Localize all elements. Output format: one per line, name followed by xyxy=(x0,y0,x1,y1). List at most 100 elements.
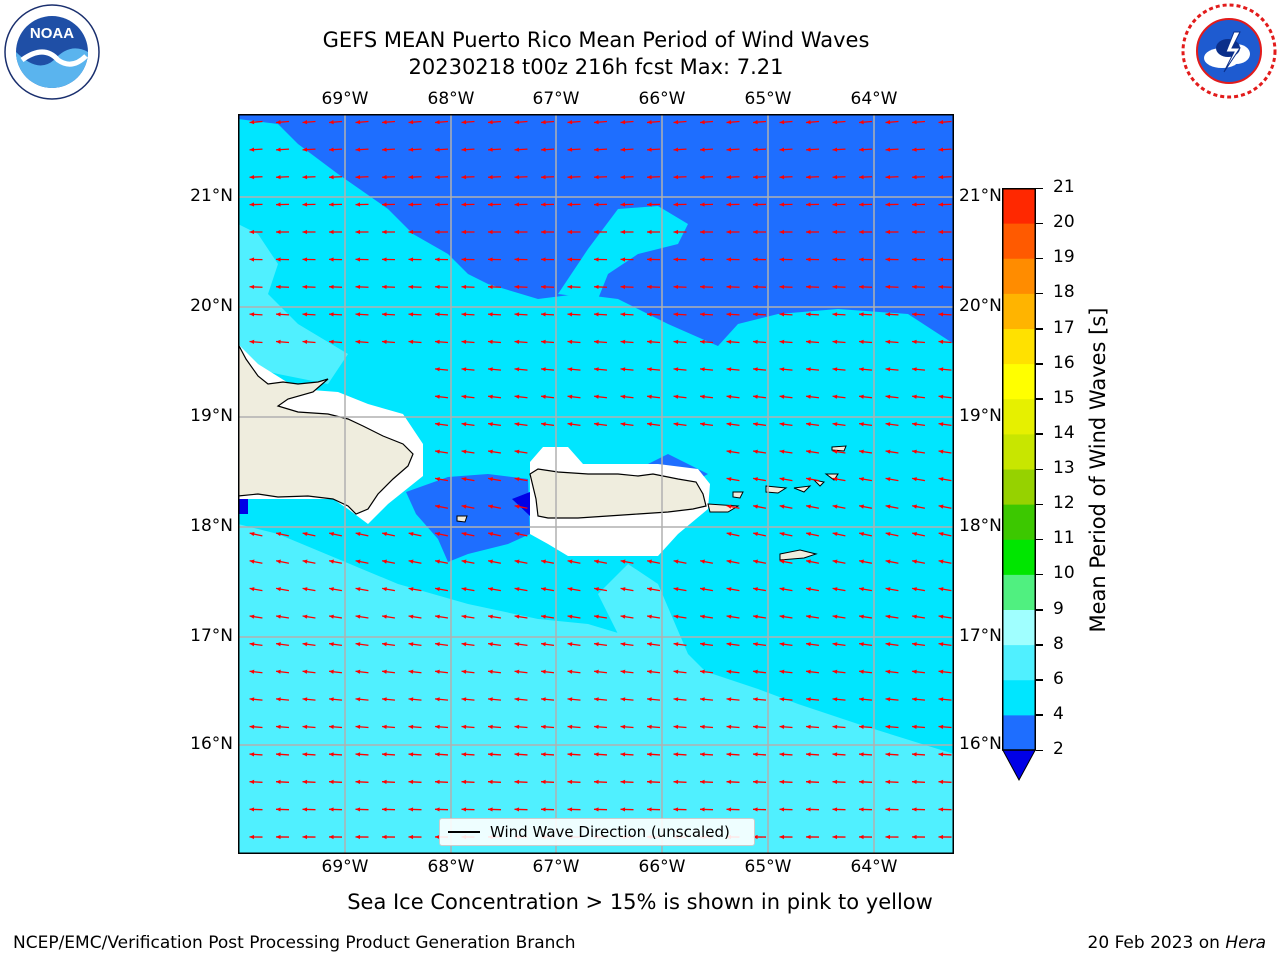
wind-arrow xyxy=(911,394,926,399)
wind-arrow xyxy=(805,504,820,509)
wind-arrow xyxy=(381,174,396,180)
wind-arrow xyxy=(249,669,263,674)
wind-arrow xyxy=(885,724,899,729)
wind-arrow xyxy=(514,284,528,290)
wind-arrow xyxy=(381,229,396,235)
wind-arrow xyxy=(249,174,263,180)
wind-arrow xyxy=(355,229,369,235)
wind-arrow xyxy=(249,697,263,702)
wind-arrow xyxy=(302,147,316,152)
wind-arrow xyxy=(832,449,846,454)
wind-arrow xyxy=(832,642,846,647)
wind-arrow xyxy=(514,559,528,564)
wind-wave-direction-arrows xyxy=(249,120,952,840)
colorbar-tick-label: 13 xyxy=(1053,458,1075,478)
wind-arrow xyxy=(673,284,687,290)
wind-arrow xyxy=(355,174,369,180)
wind-arrow xyxy=(514,449,528,454)
wind-arrow xyxy=(328,147,343,152)
colorbar-tick-mark xyxy=(1036,468,1043,470)
wind-arrow xyxy=(355,532,369,537)
wind-arrow xyxy=(275,339,290,344)
wind-arrow xyxy=(938,614,952,619)
wind-arrow xyxy=(434,669,449,674)
wind-arrow xyxy=(752,752,767,757)
wind-arrow xyxy=(805,120,820,125)
wind-arrow xyxy=(832,422,846,427)
wind-arrow xyxy=(408,202,422,207)
wind-arrow xyxy=(567,174,581,180)
wind-arrow xyxy=(461,174,475,180)
wave-field-under-min xyxy=(512,492,530,516)
colorbar-tick-label: 16 xyxy=(1053,352,1075,373)
wind-arrow xyxy=(885,449,899,454)
wind-arrow xyxy=(329,532,342,537)
colorbar-tick-mark xyxy=(1036,187,1043,189)
wind-arrow xyxy=(461,642,475,647)
wind-arrow xyxy=(593,779,608,785)
wind-arrow xyxy=(487,229,502,235)
wind-arrow xyxy=(514,202,528,207)
wind-arrow xyxy=(593,257,608,262)
wind-arrow xyxy=(381,587,396,592)
wind-arrow xyxy=(911,614,926,619)
wind-arrow xyxy=(381,339,396,344)
wind-arrow xyxy=(911,449,926,454)
wind-arrow xyxy=(673,614,687,619)
wind-arrow xyxy=(381,202,396,207)
wind-arrow xyxy=(699,559,714,564)
wind-arrow xyxy=(858,174,873,180)
wind-arrow xyxy=(461,779,475,785)
wind-arrow xyxy=(699,587,714,592)
wind-arrow xyxy=(911,779,926,785)
wind-arrow xyxy=(620,697,634,702)
wind-arrow xyxy=(355,724,369,729)
wind-arrow xyxy=(620,174,634,180)
wind-arrow xyxy=(858,257,873,262)
wind-arrow xyxy=(302,834,316,840)
wind-arrow xyxy=(540,284,555,290)
wind-arrow xyxy=(620,752,634,757)
wind-arrow xyxy=(275,614,290,619)
wind-arrow xyxy=(938,339,952,344)
wind-arrow xyxy=(885,257,899,262)
wind-arrow xyxy=(805,642,820,647)
wind-arrow xyxy=(540,202,555,207)
wind-arrow xyxy=(567,394,581,399)
lat-label-right: 16°N xyxy=(959,734,1002,754)
wind-arrow xyxy=(593,422,608,427)
wind-arrow xyxy=(885,752,899,757)
wind-arrow xyxy=(726,120,740,125)
wind-arrow xyxy=(779,642,793,647)
map-title-line2: 20230218 t00z 216h fcst Max: 7.21 xyxy=(408,55,784,79)
wind-arrow xyxy=(514,257,528,262)
wind-arrow xyxy=(938,312,952,317)
wind-arrow xyxy=(514,614,528,619)
lon-label-top: 66°W xyxy=(638,89,686,109)
wind-arrow xyxy=(408,697,422,702)
wind-arrow xyxy=(382,532,395,537)
wind-arrow xyxy=(620,120,634,125)
colorbar-tick-label: 6 xyxy=(1053,668,1064,689)
wind-arrow xyxy=(938,752,952,757)
wind-arrow xyxy=(832,587,846,592)
wind-arrow xyxy=(805,339,820,344)
land-st-croix xyxy=(779,549,818,561)
wind-arrow xyxy=(620,559,634,564)
wind-arrow xyxy=(302,779,316,785)
wind-arrow xyxy=(567,257,581,262)
wind-arrow xyxy=(885,120,899,125)
wind-arrow xyxy=(911,669,926,674)
wind-arrow xyxy=(620,587,634,592)
wind-arrow xyxy=(355,257,369,262)
wind-arrow xyxy=(673,312,687,317)
wind-arrow xyxy=(911,229,926,235)
wind-arrow xyxy=(487,120,502,125)
wind-arrow xyxy=(938,642,952,647)
colorbar-swatch xyxy=(1002,398,1036,435)
lon-label-top: 68°W xyxy=(427,89,475,109)
wind-arrow xyxy=(911,284,926,290)
wind-arrow xyxy=(858,752,873,757)
wind-arrow xyxy=(911,367,926,372)
wind-arrow xyxy=(567,559,581,564)
